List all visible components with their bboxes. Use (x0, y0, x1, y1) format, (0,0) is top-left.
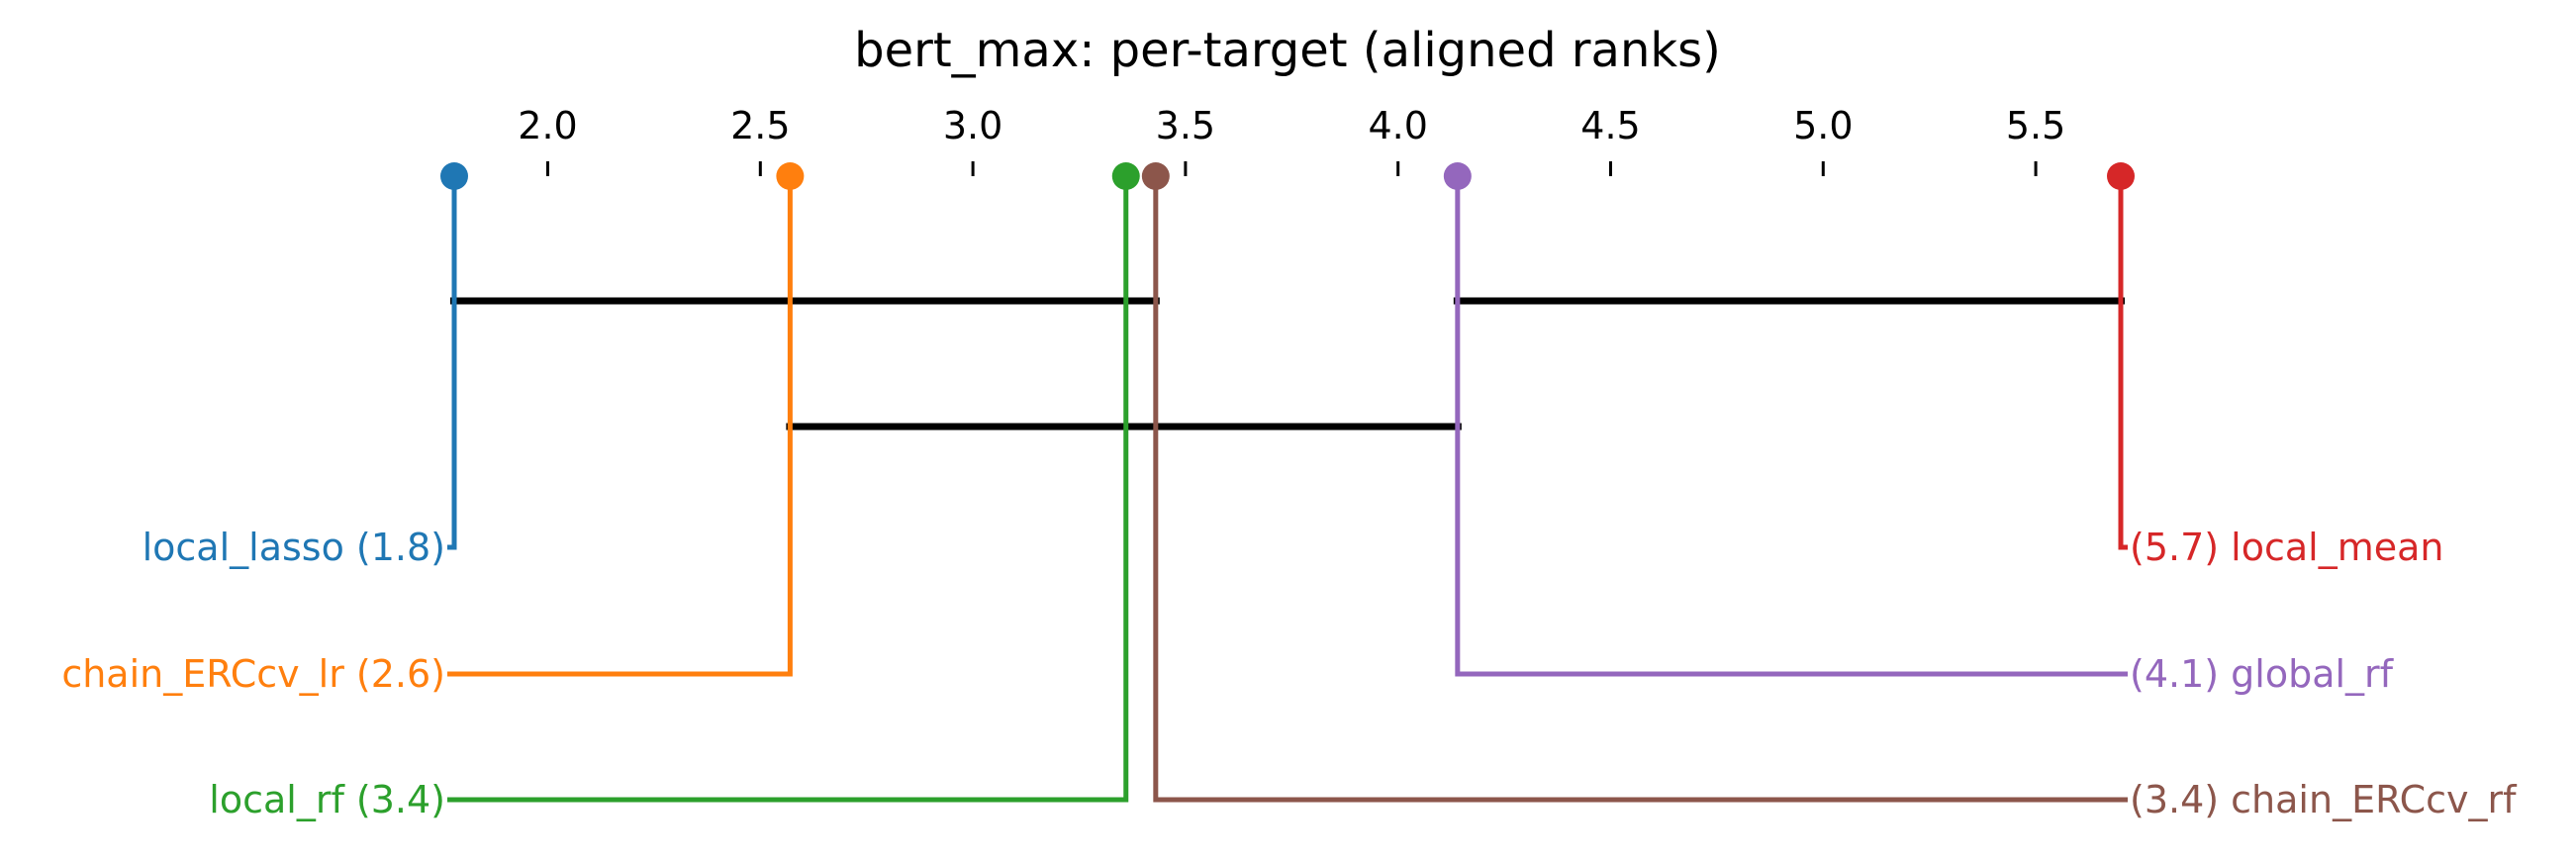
axis-tick-label: 3.0 (943, 104, 1002, 147)
method-line-local_mean (2118, 176, 2128, 550)
chart-title: bert_max: per-target (aligned ranks) (854, 23, 1721, 78)
method-label-global_rf: (4.1) global_rf (2130, 652, 2395, 696)
rank-axis: 2.0 2.5 3.0 3.5 4.0 4.5 5.0 5.5 (518, 104, 2065, 176)
method-marker-chain_ERCcv_lr (776, 162, 805, 190)
method-label-local_rf: local_rf (3.4) (209, 778, 445, 821)
method-label-local_mean: (5.7) local_mean (2130, 526, 2443, 569)
method-marker-local_rf (1111, 162, 1140, 190)
axis-tick-label: 2.0 (518, 104, 577, 147)
method-line-chain_ERCcv_lr (447, 176, 793, 677)
axis-tick-label: 5.5 (2006, 104, 2065, 147)
method-line-local_rf (447, 176, 1129, 803)
method-label-local_lasso: local_lasso (1.8) (143, 526, 445, 569)
method-marker-global_rf (1443, 162, 1472, 190)
axis-tick-label: 4.0 (1368, 104, 1427, 147)
axis-tick-label: 4.5 (1580, 104, 1640, 147)
axis-tick-label: 2.5 (730, 104, 790, 147)
method-line-local_lasso (447, 176, 457, 550)
method-line-chain_ERCcv_rf (1153, 176, 2128, 803)
method-marker-local_mean (2107, 162, 2135, 190)
method-marker-chain_ERCcv_rf (1141, 162, 1170, 190)
clique-bars (450, 297, 2125, 431)
axis-tick-label: 3.5 (1156, 104, 1215, 147)
method-label-chain_ERCcv_rf: (3.4) chain_ERCcv_rf (2130, 778, 2518, 821)
method-marker-local_lasso (440, 162, 468, 190)
method-label-chain_ERCcv_lr: chain_ERCcv_lr (2.6) (61, 652, 445, 696)
axis-tick-label: 5.0 (1793, 104, 1853, 147)
method-lines: local_lasso (1.8) chain_ERCcv_lr (2.6) loc… (61, 162, 2518, 821)
method-line-global_rf (1455, 176, 2128, 677)
